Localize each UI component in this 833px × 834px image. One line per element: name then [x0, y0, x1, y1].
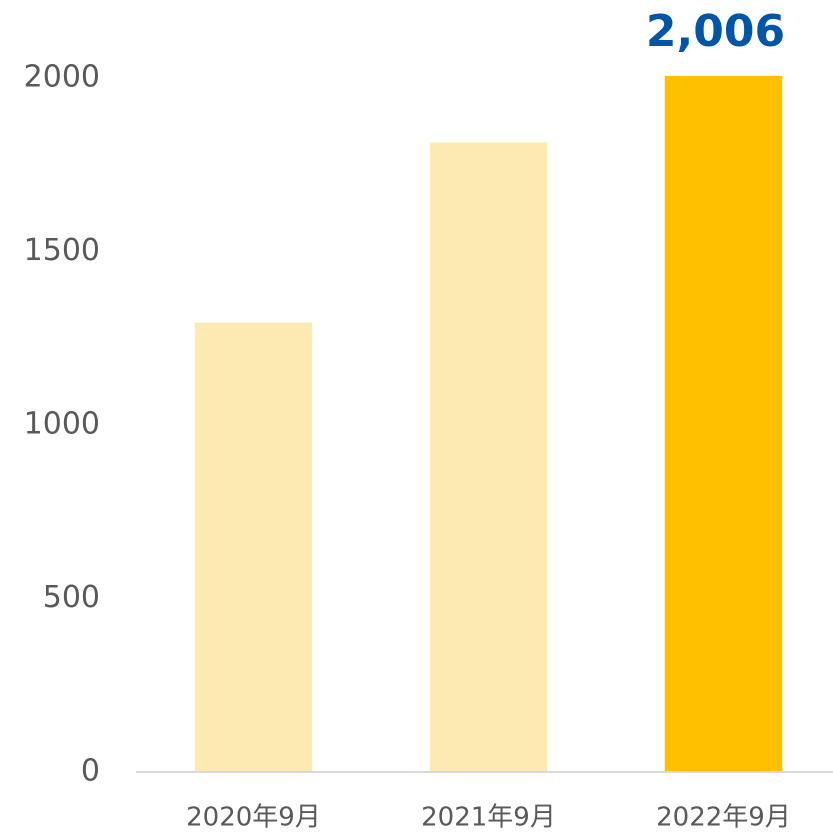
y-tick-label: 1500	[24, 233, 100, 268]
bar	[664, 75, 783, 773]
x-tick-label: 2021年9月	[421, 803, 556, 833]
bar	[194, 322, 313, 772]
x-tick-label: 2020年9月	[186, 803, 321, 833]
y-tick-label: 2000	[24, 60, 100, 95]
y-tick-label: 500	[43, 580, 100, 615]
y-tick-label: 1000	[24, 407, 100, 442]
value-label: 2,006	[646, 6, 785, 57]
bar	[429, 142, 548, 773]
y-tick-label: 0	[81, 754, 100, 789]
x-tick-label: 2022年9月	[656, 803, 791, 833]
